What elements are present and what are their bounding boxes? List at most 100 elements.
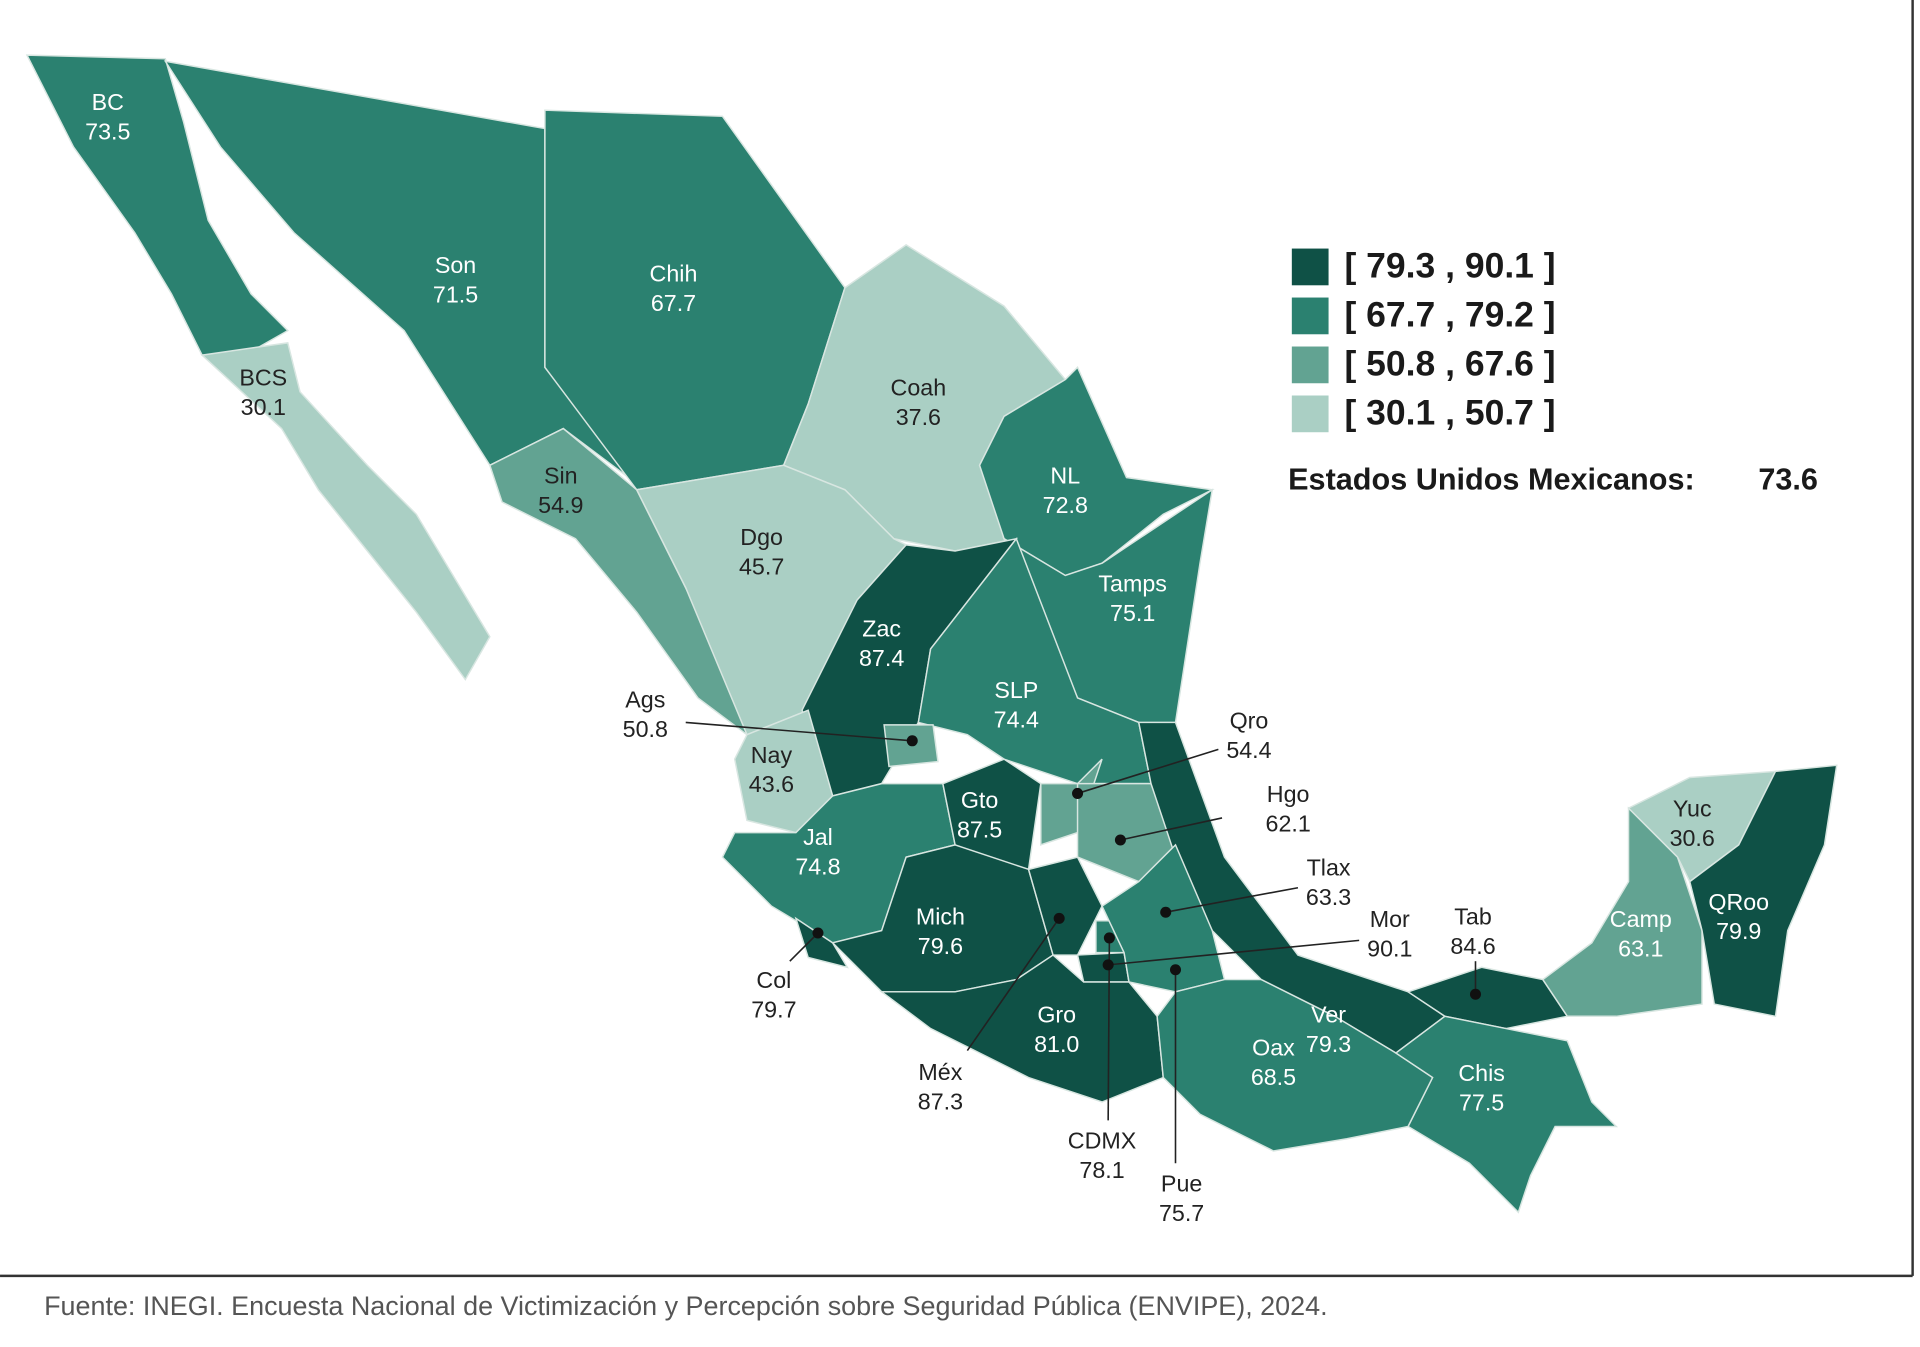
state-name: Gto [961,787,998,813]
leader-dot [812,927,824,939]
legend-label: [ 50.8 , 67.6 ] [1344,343,1555,383]
state-name: Tab [1454,903,1492,929]
state-value: 90.1 [1367,935,1412,961]
state-value: 81.0 [1034,1031,1079,1057]
state-region [1394,1015,1619,1214]
legend-swatch [1291,395,1329,433]
legend-label: [ 30.1 , 50.7 ] [1344,392,1555,432]
national-label: Estados Unidos Mexicanos: [1288,462,1695,496]
leader-line [1108,939,1360,966]
state-name: Pue [1161,1170,1202,1196]
leader-dot [1103,932,1115,944]
state-name: Gro [1037,1001,1076,1027]
state-name: Dgo [740,524,783,550]
state-value: 63.1 [1618,935,1663,961]
labels: BC 73.5 BCS 30.1 Son 71.5 Chih 67.7 Coah 37.6 NL 72… [85,89,1769,1226]
state-name: CDMX [1068,1128,1137,1154]
leader-dot [1160,906,1172,918]
state-name: NL [1050,463,1080,489]
leader-dot [1053,912,1065,924]
state-name: Mich [916,903,965,929]
state-value: 75.7 [1159,1200,1204,1226]
leader-line [1077,748,1219,795]
leader-dot [906,735,918,747]
state-value: 84.6 [1450,933,1495,959]
legend-label: [ 67.7 , 79.2 ] [1344,295,1555,335]
leader-dot [1169,964,1182,976]
state-name: Zac [862,616,901,642]
state-name: Tlax [1307,855,1351,881]
legend-label: [ 79.3 , 90.1 ] [1344,246,1555,286]
state-name: Qro [1230,708,1269,734]
state-value: 37.6 [896,404,941,430]
state-region [200,342,491,681]
state-name: Chih [650,261,698,287]
state-value: 79.3 [1306,1031,1351,1057]
state-value: 77.5 [1459,1090,1504,1116]
state-name: Nay [751,742,793,768]
leader-line [685,721,913,742]
source-note: Fuente: INEGI. Encuesta Nacional de Vict… [44,1291,1327,1321]
state-value: 68.5 [1251,1064,1296,1090]
state-name: Mor [1370,906,1410,932]
state-value: 30.6 [1670,825,1715,851]
state-name: Méx [918,1059,962,1085]
state-name: Tamps [1098,570,1166,596]
state-name: QRoo [1708,889,1769,915]
state-value: 79.6 [918,933,963,959]
leader-line [966,917,1060,1052]
state-value: 73.5 [85,119,130,145]
leader-dot [1114,834,1126,846]
state-name: Son [435,252,476,278]
state-value: 79.9 [1716,918,1761,944]
state-value: 87.5 [957,817,1002,843]
legend-swatch [1291,346,1329,384]
state-name: Sin [544,463,578,489]
state-value: 63.3 [1306,884,1351,910]
state-region [1688,764,1838,1018]
leader-line [1165,886,1299,913]
state-region [25,54,289,356]
state-value: 72.8 [1043,492,1088,518]
state-region [917,537,1152,785]
state-value: 45.7 [739,553,784,579]
state-name: BCS [239,365,287,391]
state-value: 78.1 [1079,1157,1124,1183]
leader-line [789,932,819,962]
state-value: 54.9 [538,492,583,518]
state-value: 79.7 [751,997,796,1023]
state-name: Ver [1311,1001,1346,1027]
state-value: 87.3 [918,1088,963,1114]
state-name: Yuc [1673,796,1712,822]
state-value: 74.8 [795,853,840,879]
state-value: 54.4 [1226,737,1271,763]
leader-line [1120,817,1223,841]
state-value: 75.1 [1110,600,1155,626]
state-name: Jal [803,824,833,850]
state-name: SLP [994,677,1038,703]
state-region [1027,856,1103,956]
national-value: 73.6 [1758,462,1818,496]
state-name: Coah [891,375,947,401]
state-region [1541,806,1703,1018]
state-value: 43.6 [749,771,794,797]
legend-swatch [1291,248,1329,286]
state-value: 62.1 [1266,810,1311,836]
leader-dot [1469,988,1482,1000]
leader-dot [1072,787,1084,799]
state-value: 74.4 [994,706,1039,732]
legend-swatch [1291,297,1329,335]
leader-dot [1102,959,1114,971]
state-name: Ags [625,687,665,713]
state-name: Oax [1252,1034,1295,1060]
legend: [ 79.3 , 90.1 ] [ 67.7 , 79.2 ] [ 50.8 , 6… [1291,246,1556,433]
state-name: Chis [1458,1060,1505,1086]
regions [25,54,1838,1214]
state-name: BC [92,89,124,115]
state-value: 30.1 [241,394,286,420]
state-name: Col [756,967,791,993]
state-name: Hgo [1267,781,1310,807]
state-region [879,954,1165,1103]
